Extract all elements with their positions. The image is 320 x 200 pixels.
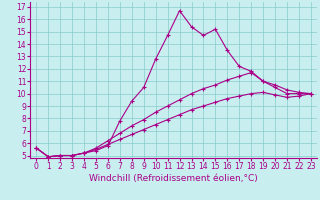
X-axis label: Windchill (Refroidissement éolien,°C): Windchill (Refroidissement éolien,°C) xyxy=(89,174,258,183)
